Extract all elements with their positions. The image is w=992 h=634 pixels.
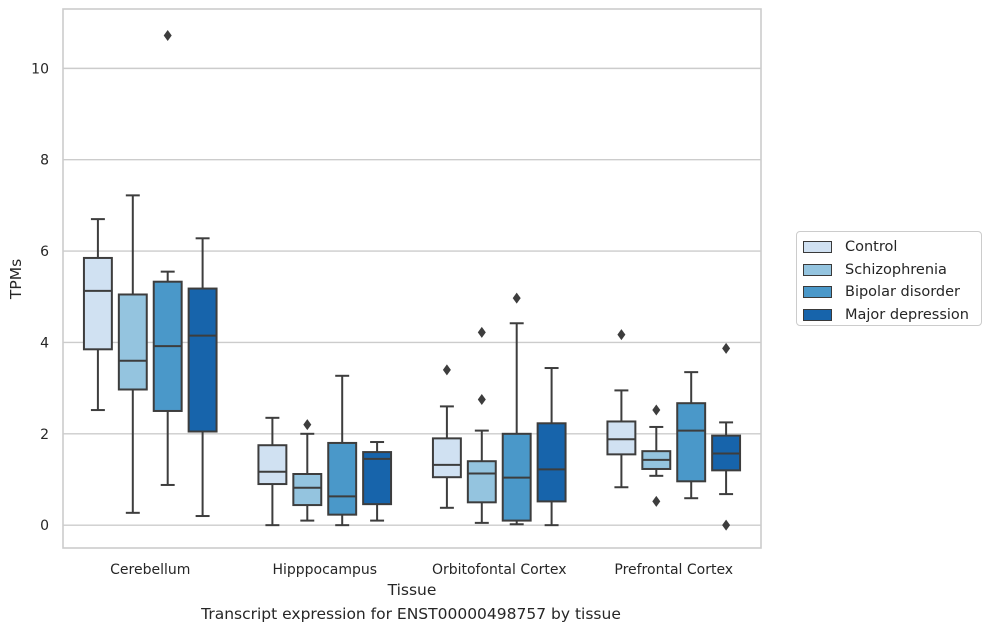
box [82,256,113,351]
box [676,402,707,483]
box-group [82,218,113,412]
outlier-point [722,342,731,354]
legend-item-bipolar-disorder: Bipolar disorder [803,281,975,304]
box-group [676,371,707,500]
box-group [327,374,358,527]
box-group [292,419,323,522]
box [257,444,288,486]
box [466,460,497,504]
box [431,437,462,479]
outlier-point [722,519,731,531]
legend-swatch-schizophrenia [803,263,832,276]
x-tick-label: Prefrontal Cortex [614,562,733,578]
chart-caption: Transcript expression for ENST0000049875… [201,605,621,623]
box-group [711,342,742,531]
box [362,451,393,506]
box-group [641,404,672,507]
legend-swatch-control [803,241,832,254]
outlier-point [617,329,626,341]
outlier-point [442,364,451,376]
legend-label-major-depression: Major depression [845,306,969,323]
outlier-point [512,292,521,304]
y-tick-label: 2 [40,427,49,443]
y-tick-label: 4 [40,335,49,351]
box [327,441,358,516]
y-tick-label: 0 [40,518,49,534]
box [187,287,218,433]
box-group [501,292,532,526]
outlier-point [477,326,486,338]
box-group [152,29,183,486]
legend-item-control: Control [803,236,975,259]
legend-swatch-bipolar-disorder [803,286,832,299]
box [292,473,323,507]
x-tick-label: Orbitofontal Cortex [432,562,567,578]
legend-item-schizophrenia: Schizophrenia [803,259,975,282]
outlier-point [303,419,312,431]
outlier-point [163,29,172,41]
y-tick-label: 10 [31,61,49,77]
box [117,293,148,391]
y-tick-label: 8 [40,153,49,169]
box-group [187,237,218,518]
box-group [466,326,497,524]
legend: Control Schizophrenia Bipolar disorder M… [796,231,982,326]
y-axis-title: TPMs [7,259,25,300]
y-tick-label: 6 [40,244,49,260]
legend-label-bipolar-disorder: Bipolar disorder [845,284,960,301]
outlier-point [477,394,486,406]
boxes [82,29,742,531]
x-tick-label: Hipppocampus [272,562,377,578]
legend-label-control: Control [845,239,898,256]
box-group [362,441,393,522]
outlier-point [652,495,661,507]
x-tick-labels: Cerebellum Hipppocampus Orbitofontal Corte… [110,562,733,578]
x-tick-label: Cerebellum [110,562,190,578]
box-group [606,329,637,489]
box-group [257,416,288,527]
x-axis-title: Tissue [387,581,437,599]
box-group [431,364,462,509]
box [536,422,567,503]
box-group [117,194,148,514]
plot-frame [62,8,762,549]
outlier-point [652,404,661,416]
legend-label-schizophrenia: Schizophrenia [845,261,947,278]
legend-item-major-depression: Major depression [803,304,975,327]
box-group [536,367,567,527]
legend-swatch-major-depression [803,308,832,321]
box [606,420,637,456]
y-tick-labels: 0 2 4 6 8 10 [31,61,49,534]
